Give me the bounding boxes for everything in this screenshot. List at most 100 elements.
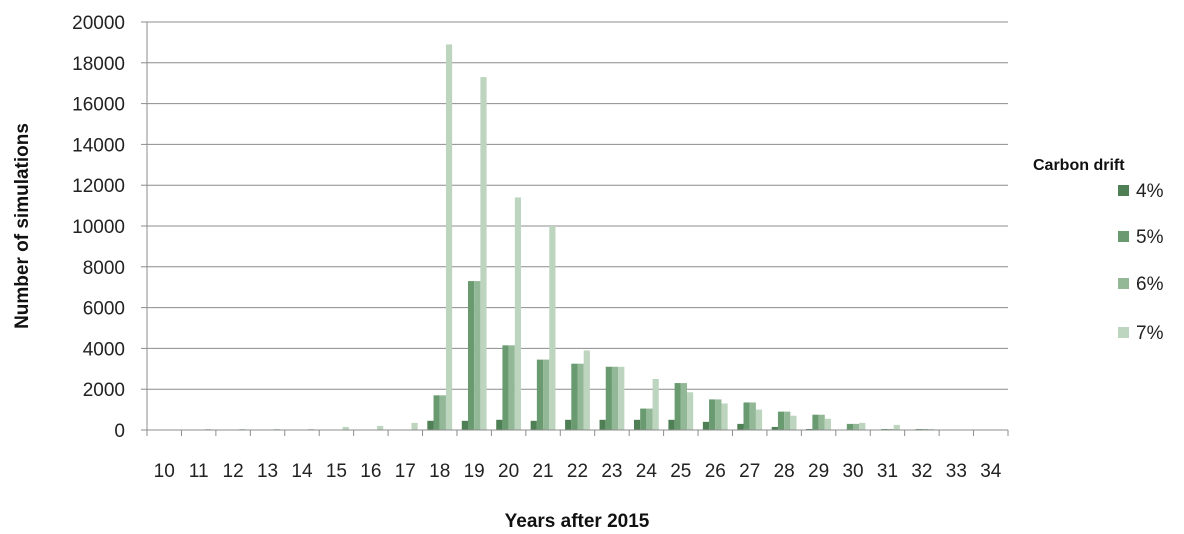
bar (204, 428, 212, 430)
x-tick-label: 21 (532, 461, 553, 482)
legend-title: Carbon drift (1033, 157, 1125, 174)
bar (502, 345, 509, 430)
bar (377, 425, 384, 430)
bar (674, 383, 681, 430)
bar (571, 363, 578, 430)
bar (605, 366, 612, 430)
bar (824, 418, 831, 430)
x-tick-label: 12 (223, 461, 244, 482)
x-tick-label: 18 (429, 461, 450, 482)
y-tick-label: 16000 (72, 95, 125, 116)
x-tick-label: 22 (567, 461, 588, 482)
bar (680, 383, 688, 430)
x-tick-label: 13 (257, 461, 278, 482)
bar (577, 363, 584, 430)
bars (204, 44, 935, 430)
legend-label: 6% (1136, 274, 1164, 295)
axes (141, 21, 1009, 436)
legend-swatch (1118, 231, 1129, 242)
bar (652, 379, 659, 430)
y-tick-label: 14000 (72, 135, 125, 156)
bar (846, 423, 854, 430)
y-tick-label: 10000 (72, 217, 125, 238)
bar (893, 424, 900, 430)
grid (147, 21, 1008, 390)
tick-labels: 0 2000 4000 6000 8000 10000 12000 14000 16000 180… (72, 13, 1002, 482)
bar (721, 403, 728, 430)
bar (496, 419, 503, 430)
bar (818, 414, 825, 430)
bar (433, 395, 440, 430)
bar (702, 421, 710, 430)
y-axis-title: Number of simulations (12, 123, 33, 329)
x-tick-label: 17 (395, 461, 416, 482)
x-tick-label: 15 (326, 461, 347, 482)
bar (915, 428, 922, 430)
bar (715, 399, 722, 430)
bar (859, 422, 866, 430)
x-tick-label: 34 (980, 461, 1002, 482)
bar (777, 411, 785, 430)
bar (784, 411, 791, 430)
bar (633, 419, 641, 430)
y-tick-label: 4000 (83, 339, 125, 360)
bar (439, 395, 446, 430)
x-tick-label: 25 (670, 461, 691, 482)
bar (427, 420, 434, 430)
bar (790, 415, 797, 430)
bar (508, 345, 515, 430)
bar (668, 419, 675, 430)
bar (687, 392, 694, 430)
x-tick-label: 10 (154, 461, 175, 482)
y-tick-label: 8000 (83, 258, 125, 279)
bar (273, 428, 280, 430)
bar (583, 350, 590, 430)
legend-swatch (1118, 278, 1129, 289)
y-tick-label: 0 (114, 421, 125, 442)
x-tick-label: 28 (774, 461, 795, 482)
legend-label: 7% (1136, 323, 1164, 344)
bar (749, 402, 756, 430)
x-axis-title: Years after 2015 (505, 511, 650, 532)
y-tick-label: 6000 (83, 299, 125, 320)
bar (599, 419, 606, 430)
bar (536, 359, 544, 430)
bar (530, 420, 537, 430)
bar (467, 281, 475, 430)
x-tick-label: 11 (189, 461, 209, 482)
bar (755, 409, 763, 430)
legend-label: 4% (1136, 181, 1164, 202)
legend-swatch (1118, 327, 1129, 338)
x-tick-label: 33 (946, 461, 967, 482)
bar (887, 428, 894, 430)
bar (881, 428, 888, 430)
bar (514, 197, 522, 430)
bar (743, 402, 750, 430)
bar (445, 44, 453, 430)
bar (565, 419, 572, 430)
legend-swatch (1118, 185, 1129, 196)
x-tick-label: 27 (739, 461, 760, 482)
x-tick-label: 20 (498, 461, 519, 482)
bar (737, 423, 744, 430)
y-tick-label: 20000 (72, 13, 125, 34)
legend: Carbon drift 4% 5% 6% 7% (1033, 157, 1164, 344)
bar (239, 428, 246, 430)
y-tick-label: 18000 (72, 54, 125, 75)
x-tick-label: 31 (877, 461, 898, 482)
bar (709, 399, 716, 430)
bar (771, 426, 778, 430)
y-tick-label: 12000 (72, 176, 125, 197)
x-tick-label: 30 (842, 461, 863, 482)
legend-label: 5% (1136, 227, 1164, 248)
bar (342, 426, 349, 430)
y-tick-label: 2000 (83, 380, 125, 401)
bar (640, 408, 647, 430)
bar (646, 408, 653, 430)
bar (549, 226, 556, 430)
bar (618, 366, 625, 430)
x-tick-label: 23 (601, 461, 622, 482)
x-tick-label: 19 (464, 461, 485, 482)
bar (480, 77, 487, 430)
